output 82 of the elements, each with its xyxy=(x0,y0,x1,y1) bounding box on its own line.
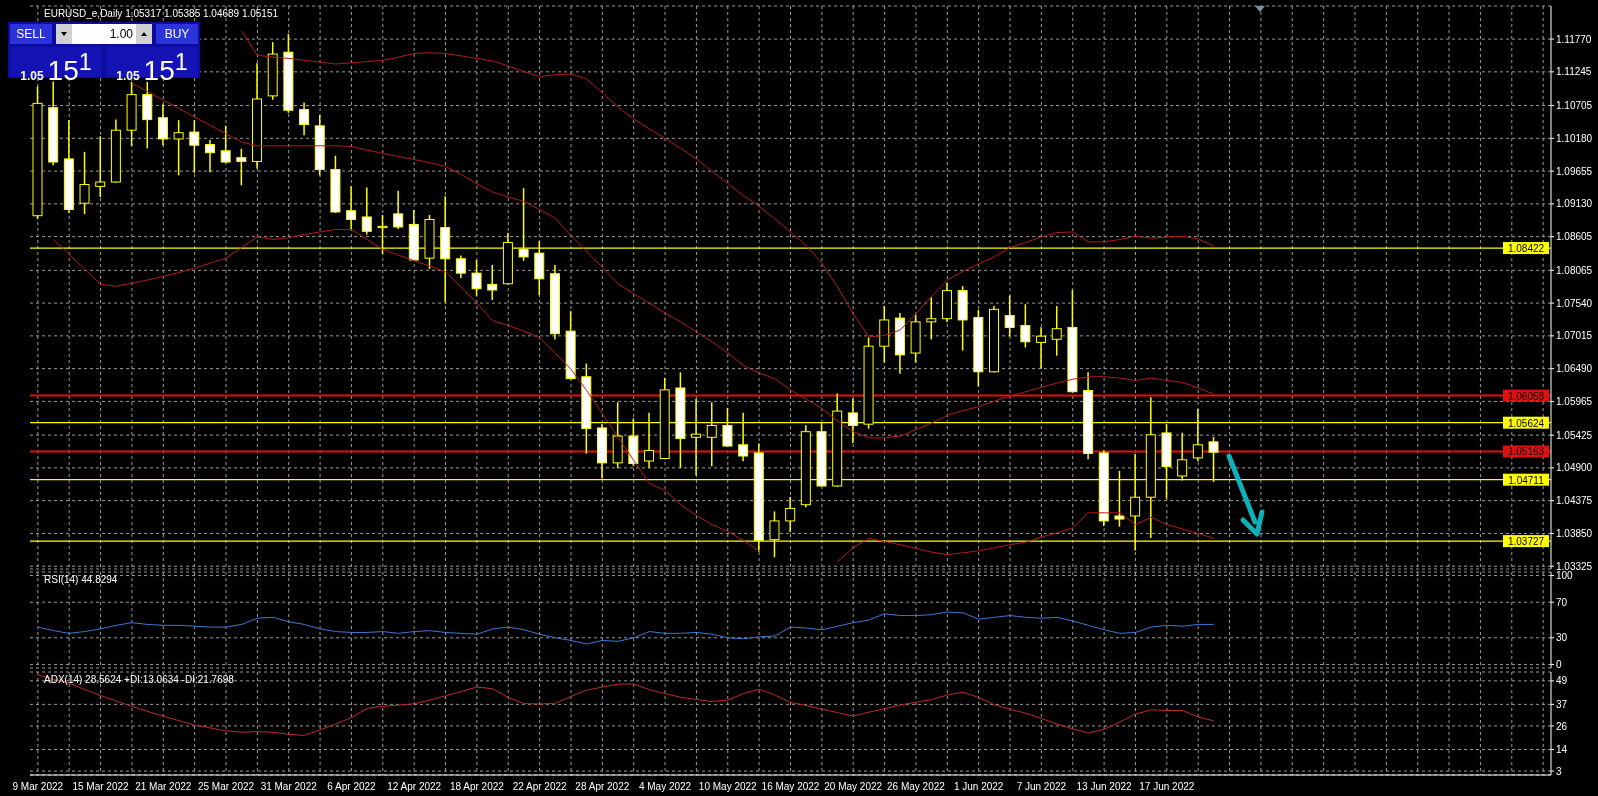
y-tick-label: 26 xyxy=(1556,720,1568,732)
y-tick-label: 37 xyxy=(1556,698,1568,710)
candlestick xyxy=(1036,327,1047,369)
candlestick xyxy=(299,102,310,136)
ref-line-label: 1.05624 xyxy=(1507,417,1545,429)
chart-title: RSI(14) 44.8294 xyxy=(44,574,118,585)
candlestick xyxy=(173,120,184,176)
candlestick xyxy=(95,136,106,198)
y-tick-label: 1.09655 xyxy=(1556,165,1593,177)
x-tick-label: 17 Jun 2022 xyxy=(1139,781,1195,793)
y-tick-label: 0 xyxy=(1556,658,1562,670)
y-tick-label: 1.08605 xyxy=(1556,231,1593,243)
chart-title: EURUSD_e,Daily 1.05317 1.05385 1.04689 1.05151 xyxy=(44,8,279,19)
candlestick xyxy=(189,120,200,173)
line-series xyxy=(37,674,1215,736)
candlestick xyxy=(487,264,498,301)
x-tick-label: 22 Apr 2022 xyxy=(512,781,568,793)
candlestick xyxy=(204,140,215,173)
x-tick-label: 4 May 2022 xyxy=(638,781,692,793)
y-tick-label: 1.05425 xyxy=(1556,429,1593,441)
candlestick xyxy=(1051,306,1062,356)
candlestick xyxy=(361,187,372,235)
x-tick-label: 25 Mar 2022 xyxy=(197,781,255,793)
candlestick xyxy=(79,151,90,214)
y-tick-label: 3 xyxy=(1556,765,1562,777)
x-tick-label: 16 May 2022 xyxy=(761,781,820,793)
y-tick-label: 70 xyxy=(1556,596,1568,608)
y-tick-label: 30 xyxy=(1556,632,1568,644)
ref-line-label: 1.08422 xyxy=(1507,243,1545,255)
candlestick xyxy=(455,255,466,279)
y-tick-label: 49 xyxy=(1556,675,1568,687)
x-tick-label: 7 Jun 2022 xyxy=(1016,781,1067,793)
annotation: 1.00 xyxy=(108,27,134,41)
x-tick-label: 28 Apr 2022 xyxy=(575,781,630,793)
annotation: BUY xyxy=(156,24,198,44)
y-tick-label: 1.04900 xyxy=(1556,462,1593,474)
x-tick-label: 21 Mar 2022 xyxy=(135,781,192,793)
line-series xyxy=(131,82,1215,439)
line-series xyxy=(241,30,1215,338)
x-tick-label: 10 May 2022 xyxy=(698,781,758,793)
y-tick-label: 1.07540 xyxy=(1556,297,1593,309)
x-tick-label: 20 May 2022 xyxy=(824,781,883,793)
candlestick xyxy=(1004,295,1015,337)
candlestick xyxy=(471,259,482,296)
x-tick-label: 18 Apr 2022 xyxy=(449,781,505,793)
annotation: SELL xyxy=(10,24,52,44)
y-tick-label: 1.03850 xyxy=(1556,527,1593,539)
candlestick xyxy=(157,104,168,146)
y-tick-label: 1.07015 xyxy=(1556,330,1593,342)
candlestick xyxy=(926,297,937,340)
ref-line-label: 1.04711 xyxy=(1508,474,1545,486)
ref-line-label: 1.05163 xyxy=(1507,446,1545,458)
candlestick xyxy=(785,497,796,533)
x-tick-label: 1 Jun 2022 xyxy=(953,781,1004,793)
candlestick xyxy=(1020,304,1031,348)
lot-field: 1.00 xyxy=(56,24,152,44)
x-tick-label: 13 Jun 2022 xyxy=(1076,781,1133,793)
y-tick-label: 1.03325 xyxy=(1556,560,1593,572)
candlestick xyxy=(236,148,247,186)
ref-line-label: 1.03727 xyxy=(1507,536,1545,548)
y-tick-label: 1.05965 xyxy=(1556,395,1593,407)
y-tick-label: 1.10705 xyxy=(1556,100,1593,112)
y-tick-label: 14 xyxy=(1556,744,1568,756)
y-tick-label: 1.10180 xyxy=(1556,132,1593,144)
x-tick-label: 9 Mar 2022 xyxy=(12,781,64,793)
y-tick-label: 1.11770 xyxy=(1556,33,1592,45)
y-tick-label: 1.09130 xyxy=(1556,198,1593,210)
y-tick-label: 1.11245 xyxy=(1556,66,1592,78)
candlestick xyxy=(346,186,357,229)
x-tick-label: 12 Apr 2022 xyxy=(387,781,442,793)
x-tick-label: 15 Mar 2022 xyxy=(72,781,130,793)
line-series xyxy=(37,611,1215,645)
y-tick-label: 1.04375 xyxy=(1556,495,1593,507)
candlestick xyxy=(393,190,404,229)
x-tick-label: 6 Apr 2022 xyxy=(327,781,377,793)
candlestick xyxy=(220,125,231,163)
x-tick-label: 31 Mar 2022 xyxy=(260,781,318,793)
ref-line-label: 1.06058 xyxy=(1507,390,1545,402)
y-tick-label: 1.08065 xyxy=(1556,264,1593,276)
x-tick-label: 26 May 2022 xyxy=(887,781,946,793)
y-tick-label: 100 xyxy=(1556,570,1574,582)
y-tick-label: 1.06490 xyxy=(1556,363,1593,375)
